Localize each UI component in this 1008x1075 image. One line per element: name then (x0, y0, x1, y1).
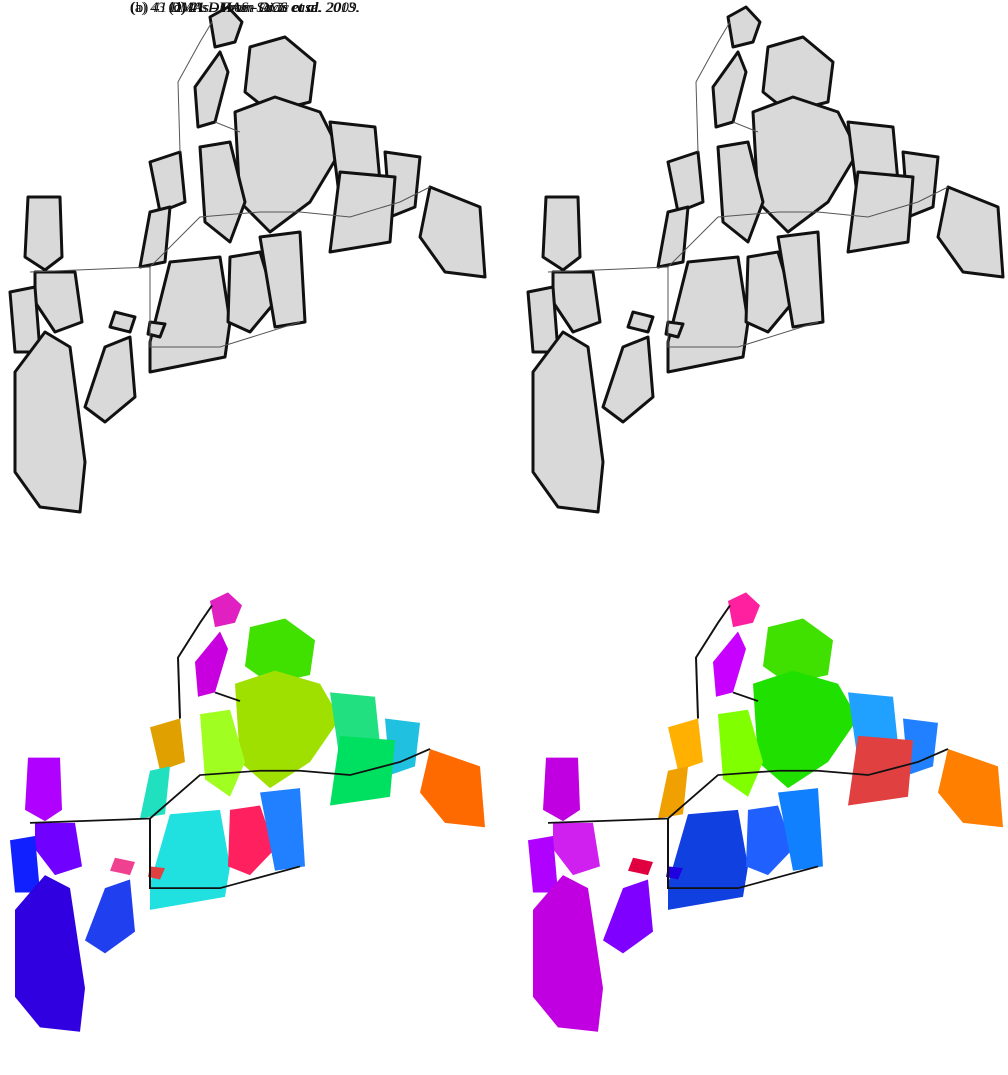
dma-zone (210, 592, 242, 627)
map (10, 592, 485, 1031)
map-panel (518, 588, 1008, 1048)
map-panel (0, 588, 495, 1048)
caption-label: (d) (168, 0, 186, 16)
dma-zone (553, 272, 600, 332)
dma-zone (85, 337, 135, 422)
dma-zone (533, 875, 603, 1032)
dma-zone (140, 766, 170, 818)
dma-zone (603, 337, 653, 422)
dma-zone (668, 810, 748, 910)
dma-zone (110, 858, 135, 875)
dma-zone (35, 823, 82, 875)
dma-zone (728, 592, 760, 627)
dma-zone (848, 172, 913, 252)
dma-zone (330, 172, 395, 252)
dma-zone (628, 858, 653, 875)
dma-zone (25, 197, 62, 270)
dma-zone (666, 322, 683, 337)
dma-zone (658, 766, 688, 818)
dma-zone (148, 322, 165, 337)
dma-zone (713, 632, 746, 697)
dma-zone (533, 332, 603, 512)
dma-zone (543, 197, 580, 270)
dma-zone (195, 52, 228, 127)
dma-zone (668, 719, 703, 771)
dma-zone (713, 52, 746, 127)
figure: (a) 43 DMAs - From Savic et al. 2009. (b… (0, 0, 1008, 1075)
dma-zone (25, 758, 62, 822)
dma-zone (938, 187, 1003, 277)
dma-zone (195, 632, 228, 697)
map-panel (518, 0, 1008, 525)
caption: (d) 21 DMAS - ACS case. (0, 0, 490, 17)
map (10, 7, 485, 512)
caption-text: 21 DMAS - ACS case. (190, 0, 322, 16)
dma-zone (330, 736, 395, 806)
dma-zone (150, 810, 230, 910)
dma-zone (848, 736, 913, 806)
map (528, 592, 1003, 1031)
dma-zone (603, 879, 653, 953)
dma-zone (15, 875, 85, 1032)
dma-zone (528, 836, 558, 893)
dma-zone (728, 7, 760, 47)
map (528, 7, 1003, 512)
dma-zone (110, 312, 135, 332)
dma-zone (15, 332, 85, 512)
dma-zone (420, 187, 485, 277)
dma-zone (140, 207, 170, 267)
dma-zone (543, 758, 580, 822)
dma-zone (10, 836, 40, 893)
dma-zone (35, 272, 82, 332)
dma-zone (420, 749, 485, 827)
dma-zone (658, 207, 688, 267)
dma-zone (938, 749, 1003, 827)
dma-zone (85, 879, 135, 953)
dma-zone (628, 312, 653, 332)
dma-zone (668, 152, 703, 212)
dma-zone (150, 152, 185, 212)
dma-zone (150, 257, 230, 372)
dma-zone (668, 257, 748, 372)
dma-zone (553, 823, 600, 875)
map-panel (0, 0, 495, 525)
dma-zone (150, 719, 185, 771)
